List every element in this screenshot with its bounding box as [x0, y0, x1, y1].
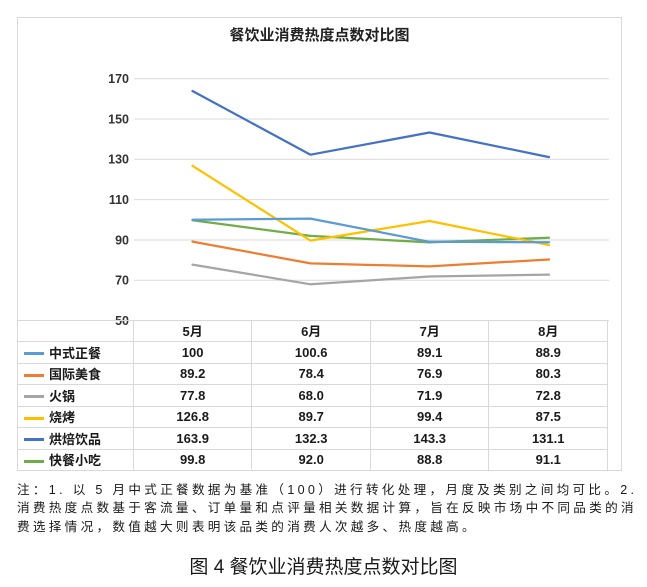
svg-text:90: 90 — [115, 233, 129, 247]
svg-text:70: 70 — [115, 274, 129, 288]
svg-text:110: 110 — [109, 193, 129, 207]
svg-text:130: 130 — [108, 153, 129, 167]
svg-text:150: 150 — [108, 112, 129, 126]
svg-text:170: 170 — [108, 72, 129, 86]
